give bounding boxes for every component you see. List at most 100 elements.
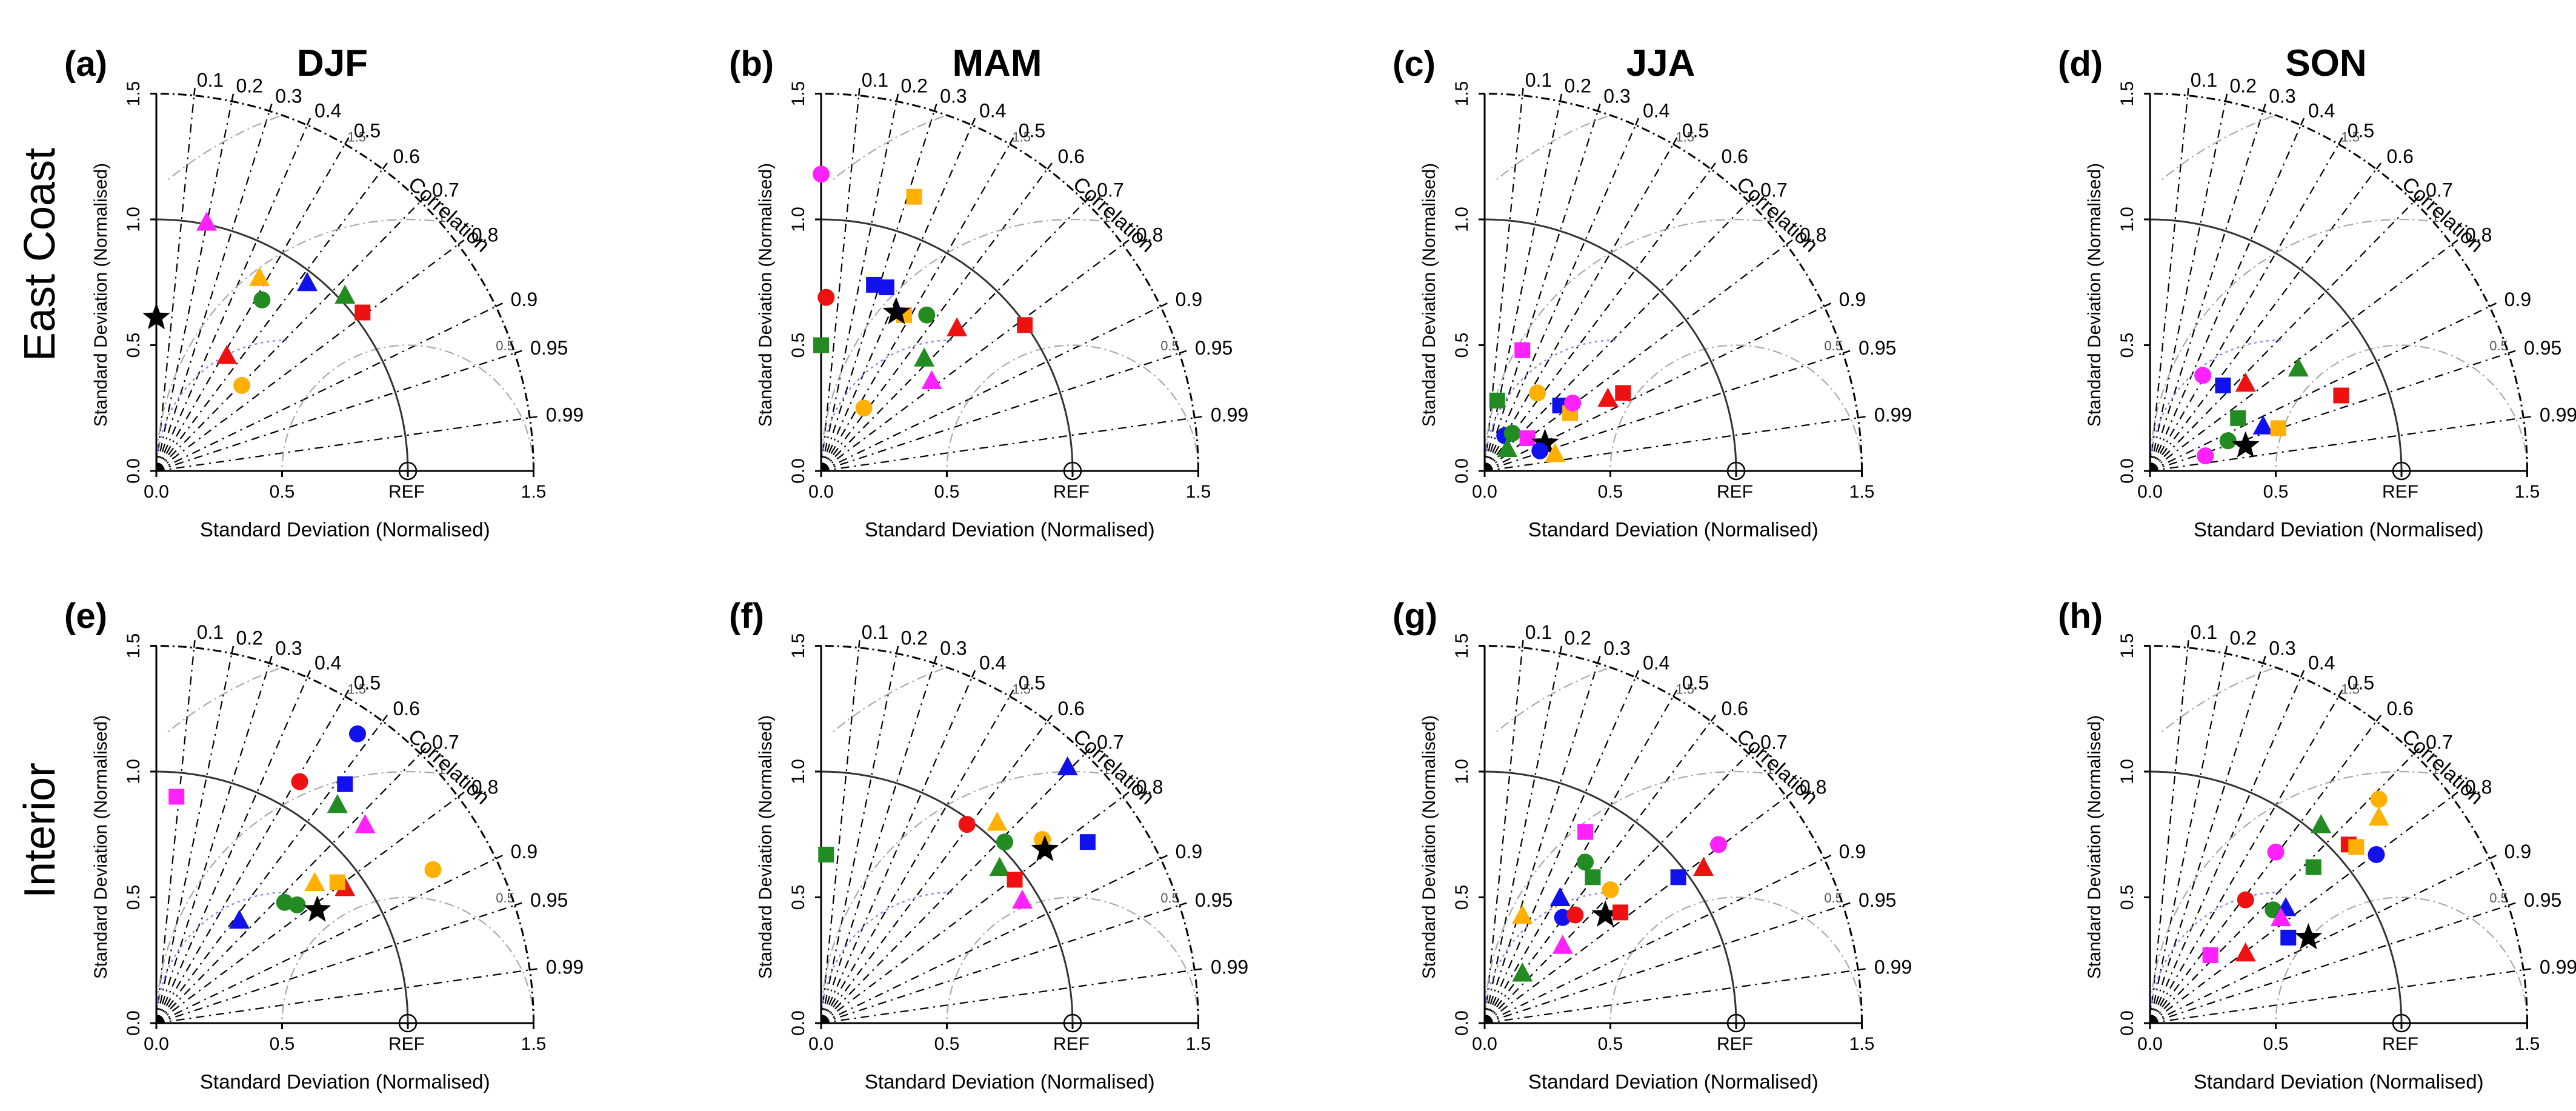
corr-line [1484,144,1674,472]
rms-arc [2149,770,2428,1024]
corr-tick [344,137,350,145]
point-square-magenta [1519,430,1536,447]
x-tick-label: 1.5 [1186,1034,1211,1054]
point-triangle-blue [2252,415,2274,435]
corr-line [2149,101,2226,472]
point-triangle-green [2288,357,2309,377]
point-square-green [2230,410,2246,426]
point-triangle-blue [1549,887,1571,906]
point-square-red [2333,387,2349,404]
point-triangle-blue [228,909,250,929]
x-tick-label: 0.5 [1598,1034,1623,1054]
corr-tick [530,968,537,971]
point-square-magenta [168,789,185,805]
corr-line [2149,244,2452,472]
y-axis-title: Standard Deviation (Normalised) [2085,163,2105,427]
panel-label: (h) [2058,596,2103,636]
y-tick-label: 0.5 [788,885,808,910]
corr-tick [2489,855,2497,859]
corr-line [820,677,973,1024]
panel-title: DJF [297,42,368,84]
points-group [168,725,442,929]
corr-tick-label: 0.99 [546,956,584,978]
y-tick-label: 0.5 [788,333,808,358]
rms-label: 1 [1766,210,1774,225]
corr-tick-label: 0.8 [471,224,498,246]
panel-label: (b) [729,44,774,84]
point-triangle-magenta [1012,889,1033,909]
corr-line [1484,796,1787,1024]
corr-line [820,904,1180,1024]
corr-tick [2508,350,2516,354]
taylor-panel-e: 0.5 1 1.5 0.00.0 0.5 0.5 1.0 1.5 1.5 REF Standard … [64,596,584,1093]
point-square-green [1489,392,1505,409]
x-tick-label: 1.5 [2515,1034,2540,1054]
x-tick-label: 0.0 [1472,482,1497,502]
corr-tick [419,195,427,202]
point-circle-magenta [813,165,830,183]
corr-tick-label: 0.1 [862,621,888,643]
y-tick-label: 1.5 [1452,633,1472,659]
y-tick-label: 0.5 [2117,333,2137,358]
point-star-observation [2231,431,2260,458]
corr-tick [1634,118,1640,125]
point-square-orange [2348,839,2365,855]
point-triangle-red [2235,942,2256,962]
panel-title: SON [2285,42,2366,84]
corr-tick-label: 0.4 [979,652,1006,674]
y-tick-label: 1.5 [788,81,808,107]
point-triangle-red [216,345,238,364]
point-circle-orange [2370,790,2388,808]
corr-tick-label: 0.95 [2524,889,2561,911]
point-circle-blue [349,725,366,742]
corr-tick-label: 0.7 [1097,179,1123,201]
corr-tick [2489,302,2497,307]
panel-label: (f) [729,596,764,636]
rms-label: 1 [1103,762,1110,777]
y-tick-label: 1.0 [1452,207,1472,232]
corr-line [820,753,1086,1024]
point-triangle-red [947,317,968,336]
corr-tick-label: 0.2 [2229,75,2256,97]
corr-tick-label: 0.9 [511,841,537,862]
point-triangle-orange [987,812,1008,831]
corr-tick [2262,103,2266,112]
rms-arc [1609,896,1863,1024]
corr-tick [1084,747,1091,755]
corr-tick-label: 0.95 [530,337,568,359]
y-tick-label: 1.5 [1452,81,1472,107]
corr-tick [1179,902,1187,906]
y-tick-label: 1.0 [1452,759,1472,784]
corr-line [820,168,1048,472]
corr-line [2149,662,2264,1024]
x-tick-label: 1.5 [521,482,547,502]
skill-arc [1483,891,1616,1024]
corr-line [156,721,384,1024]
corr-line [2149,858,2490,1024]
point-circle-green [288,896,306,913]
rms-label: 1.5 [347,129,366,144]
corr-tick [1009,689,1014,697]
y-tick-label: 0.0 [1452,1010,1472,1036]
corr-line [2149,721,2377,1024]
panel-title: MAM [952,42,1042,84]
skill-arc [820,339,952,472]
y-tick-label: 1.5 [124,81,144,107]
point-circle-orange [1529,384,1546,402]
corr-tick [514,350,522,354]
point-circle-orange [424,861,442,878]
ref-label: REF [2382,482,2418,502]
point-square-blue [1079,834,1096,850]
x-tick-label: 0.5 [2263,482,2289,502]
point-circle-red [817,289,835,306]
point-star-observation [2294,922,2323,950]
corr-tick [1597,655,1601,664]
corr-line [156,904,515,1024]
corr-line [156,753,421,1024]
corr-tick [1672,137,1678,145]
corr-line [1484,904,1843,1024]
corr-tick-label: 0.4 [315,100,341,122]
panel-label: (e) [64,596,107,636]
corr-tick-label: 0.99 [1211,404,1248,426]
panel-label: (d) [2058,44,2103,84]
